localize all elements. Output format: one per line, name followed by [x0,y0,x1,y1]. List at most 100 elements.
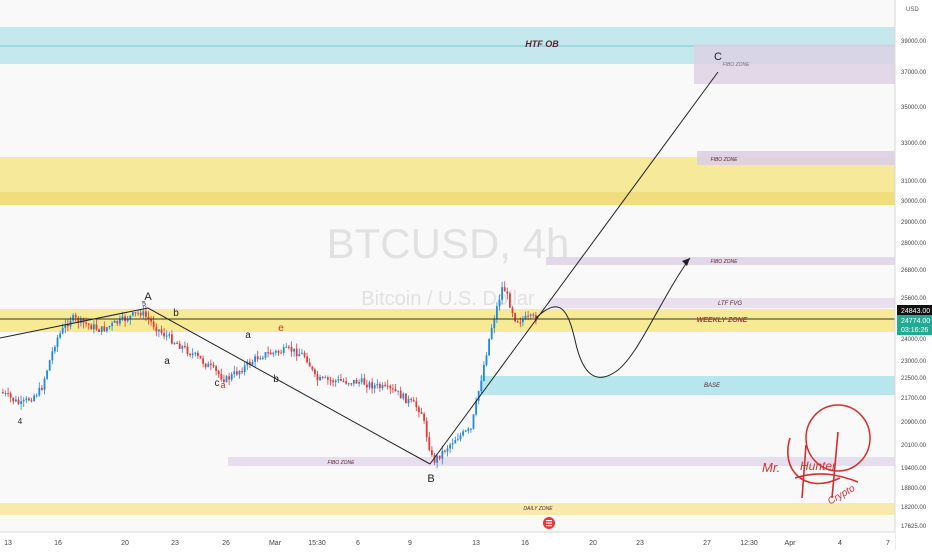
candle-body [529,314,532,316]
candle-body [358,381,360,384]
candle-body [293,348,295,352]
candle-body [59,333,61,338]
candle-body [407,398,410,404]
candle-body [301,352,303,354]
candle-body [137,312,139,314]
candle-body [327,377,329,380]
candle-body [145,311,147,317]
time-tick-label: 16 [521,540,529,547]
price-tick-label: 28000.00 [901,241,927,247]
candle-body [321,376,324,378]
candles [2,281,537,469]
candle-body [267,352,269,354]
wave-label-e: e [278,323,284,334]
candle-body [230,374,233,380]
fibo-zone-label-top: FIBO ZONE [723,62,751,68]
candle-body [98,329,100,332]
candle-body [269,352,272,355]
projection-curve [535,257,691,378]
candle-body [368,382,371,388]
wave-label-c: c [215,378,220,389]
candle-body [337,379,340,381]
price-tick-label: 18800.00 [901,486,927,492]
candle-body [418,407,420,413]
candle-body [48,360,51,371]
candle-body [355,379,358,384]
price-tick-label: 17625.00 [901,524,927,530]
candle-body [85,322,87,324]
candle-body [412,399,415,402]
candle-body [371,382,373,389]
candle-body [410,398,412,400]
candle-body [444,450,446,452]
wave-label-b: b [173,308,179,319]
wave-line-ab [0,307,431,465]
candle-body [415,401,418,408]
candle-body [498,299,501,307]
candle-body [490,328,493,339]
candle-body [397,390,399,392]
candle-body [405,393,407,404]
candle-body [212,365,215,367]
candle-body [15,399,17,402]
watermark-symbol: BTCUSD, 4h [327,220,570,267]
candle-body [173,342,176,344]
candle-body [4,392,7,394]
candle-body [204,363,207,368]
candle-body [454,440,457,444]
candle-body [90,324,93,330]
candle-body [197,352,199,356]
candle-body [350,383,353,385]
candle-body [17,399,20,404]
price-tick-label: 37000.00 [901,70,927,76]
candle-body [347,383,350,385]
price-tick-label: 24000.00 [901,337,927,343]
candle-body [324,377,327,379]
candle-body [186,346,189,354]
candle-body [446,448,449,452]
time-tick-label: 15:30 [308,540,326,547]
time-tick-label: 20 [589,540,597,547]
time-tick-label: 4 [838,540,842,547]
candle-body [366,384,368,388]
time-tick-label: 9 [408,540,412,547]
price-axis[interactable] [895,0,932,550]
candle-body [399,390,402,399]
candle-body [35,395,38,397]
candle-body [420,412,423,414]
price-tick-label: 26800.00 [901,268,927,274]
candle-body [142,311,145,316]
candle-body [254,356,256,362]
candle-body [535,315,537,322]
price-tick-label: 35000.00 [901,105,927,111]
candle-body [438,455,441,459]
wave-label-C: C [714,51,722,63]
candle-body [503,287,506,292]
candle-body [441,450,444,459]
weekly-zone [0,309,895,332]
candle-body [158,329,160,332]
candle-body [7,392,9,394]
current-price-label: 24774.00 [901,318,930,325]
candle-body [308,362,311,367]
candle-body [95,324,98,330]
candle-body [25,398,28,400]
candle-body [256,356,259,360]
wave-line-bc [429,71,719,465]
candle-body [251,361,254,365]
candle-body [249,361,251,365]
ltf-fvg-zone [548,298,895,308]
time-axis[interactable] [0,532,895,550]
candle-body [319,376,321,381]
event-icon[interactable] [543,517,555,529]
price-tick-label: 25600.00 [901,296,927,302]
watermark-name: Bitcoin / U.S. Dollar [361,288,535,310]
candle-body [129,315,132,320]
weekly-zone-label: WEEKLY ZONE [697,317,748,324]
candle-body [236,371,238,375]
candle-body [80,318,82,323]
candle-body [54,346,56,352]
candle-body [223,379,225,382]
candle-body [210,363,212,366]
